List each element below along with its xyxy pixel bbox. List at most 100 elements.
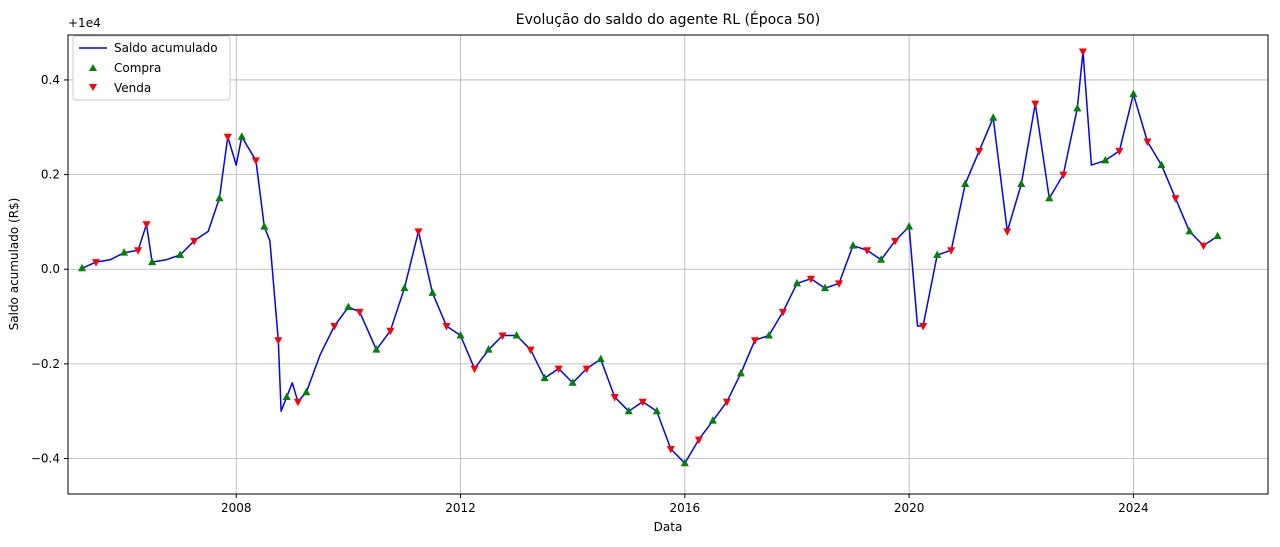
buy-marker <box>1017 179 1026 188</box>
sell-marker <box>355 308 364 317</box>
sell-marker <box>386 327 395 336</box>
sell-marker <box>554 365 563 374</box>
sell-marker <box>251 157 260 165</box>
buy-marker <box>1185 226 1194 235</box>
buy-marker <box>792 278 801 287</box>
legend-entry-compra: Compra <box>114 61 161 75</box>
buy-marker <box>708 416 717 424</box>
buy-marker <box>400 283 409 292</box>
sell-marker <box>190 237 199 246</box>
buy-marker <box>372 345 381 353</box>
buy-marker <box>512 330 521 339</box>
sell-marker <box>1199 242 1208 251</box>
buy-marker <box>933 250 942 259</box>
buy-marker <box>652 406 661 415</box>
buy-marker <box>596 354 605 363</box>
sell-marker <box>442 323 451 331</box>
y-tick-label: −0.2 <box>31 357 60 371</box>
buy-marker <box>1101 155 1110 164</box>
sell-marker <box>1078 48 1087 57</box>
y-tick-label: 0.2 <box>41 168 60 182</box>
sell-marker <box>582 365 591 374</box>
buy-marker <box>237 132 246 140</box>
buy-marker <box>849 241 858 249</box>
x-tick-label: 2016 <box>670 501 701 515</box>
legend-buy-marker-icon <box>89 64 97 71</box>
x-tick-label: 2008 <box>221 501 252 515</box>
sell-marker <box>638 398 647 407</box>
buy-marker <box>989 113 998 121</box>
sell-marker <box>1031 100 1040 109</box>
series-line-saldo-acumulado <box>81 50 1218 464</box>
legend-entry-venda: Venda <box>114 81 151 95</box>
x-axis-label: Data <box>654 520 683 534</box>
buy-marker <box>1157 160 1166 169</box>
buy-marker <box>821 283 830 292</box>
y-tick-label: 0.4 <box>41 73 60 87</box>
buy-marker <box>1129 89 1138 98</box>
sell-marker <box>470 365 479 374</box>
buy-marker <box>78 263 87 272</box>
buy-marker <box>456 330 465 339</box>
sell-marker <box>863 247 872 255</box>
buy-marker <box>344 302 353 311</box>
x-tick-label: 2020 <box>894 501 925 515</box>
sell-marker <box>1115 147 1124 156</box>
sell-marker <box>414 228 423 236</box>
chart-title: Evolução do saldo do agente RL (Época 50… <box>516 11 820 28</box>
buy-marker <box>148 257 157 266</box>
sell-marker <box>223 133 232 142</box>
sell-marker <box>806 275 815 284</box>
sell-marker <box>975 147 984 156</box>
series-line-layer <box>81 50 1218 464</box>
y-axis-label: Saldo acumulado (R$) <box>7 198 21 331</box>
buy-marker <box>1045 193 1054 202</box>
sell-marker <box>134 247 143 255</box>
sell-marker <box>919 323 928 331</box>
plot-frame <box>67 34 1269 495</box>
buy-marker <box>764 330 773 339</box>
buy-marker <box>1073 103 1082 112</box>
buy-marker <box>736 368 745 377</box>
sell-marker <box>293 398 302 407</box>
sell-marker <box>498 332 507 340</box>
sell-marker <box>330 323 339 331</box>
sell-marker <box>778 308 787 317</box>
buy-marker <box>428 288 437 296</box>
sell-marker <box>1059 171 1068 180</box>
buy-marker <box>568 378 577 386</box>
buy-marker <box>260 222 269 230</box>
sell-marker <box>891 237 900 246</box>
x-tick-label: 2012 <box>445 501 476 515</box>
axis-layer: 2008 2012 2016 2020 2024 −0.4 −0.2 0.0 0.2 0.4 <box>31 34 1269 515</box>
buy-marker <box>680 458 689 467</box>
y-tick-label: 0.0 <box>41 262 60 276</box>
sell-marker <box>750 337 759 345</box>
buy-marker <box>215 193 224 202</box>
sell-marker <box>1143 138 1152 146</box>
x-tick-label: 2024 <box>1118 501 1149 515</box>
sell-marker <box>526 346 535 355</box>
series-marker-layer <box>78 48 1222 467</box>
buy-marker <box>1213 231 1222 240</box>
buy-marker <box>302 387 311 396</box>
sell-marker <box>694 436 703 445</box>
legend-box <box>72 35 231 101</box>
buy-marker <box>282 392 291 400</box>
buy-marker <box>961 179 970 188</box>
sell-marker <box>610 393 619 402</box>
buy-marker <box>905 222 914 230</box>
buy-marker <box>484 345 493 353</box>
grid-lines <box>68 35 1268 494</box>
sell-marker <box>142 221 151 229</box>
legend: Saldo acumulado Compra Venda <box>72 35 231 101</box>
buy-marker <box>176 250 185 259</box>
buy-marker <box>877 255 886 263</box>
y-offset-label: +1e4 <box>68 16 101 30</box>
sell-marker <box>947 247 956 255</box>
sell-marker <box>1171 195 1180 203</box>
buy-marker <box>120 248 129 256</box>
legend-entry-saldo: Saldo acumulado <box>114 41 218 55</box>
